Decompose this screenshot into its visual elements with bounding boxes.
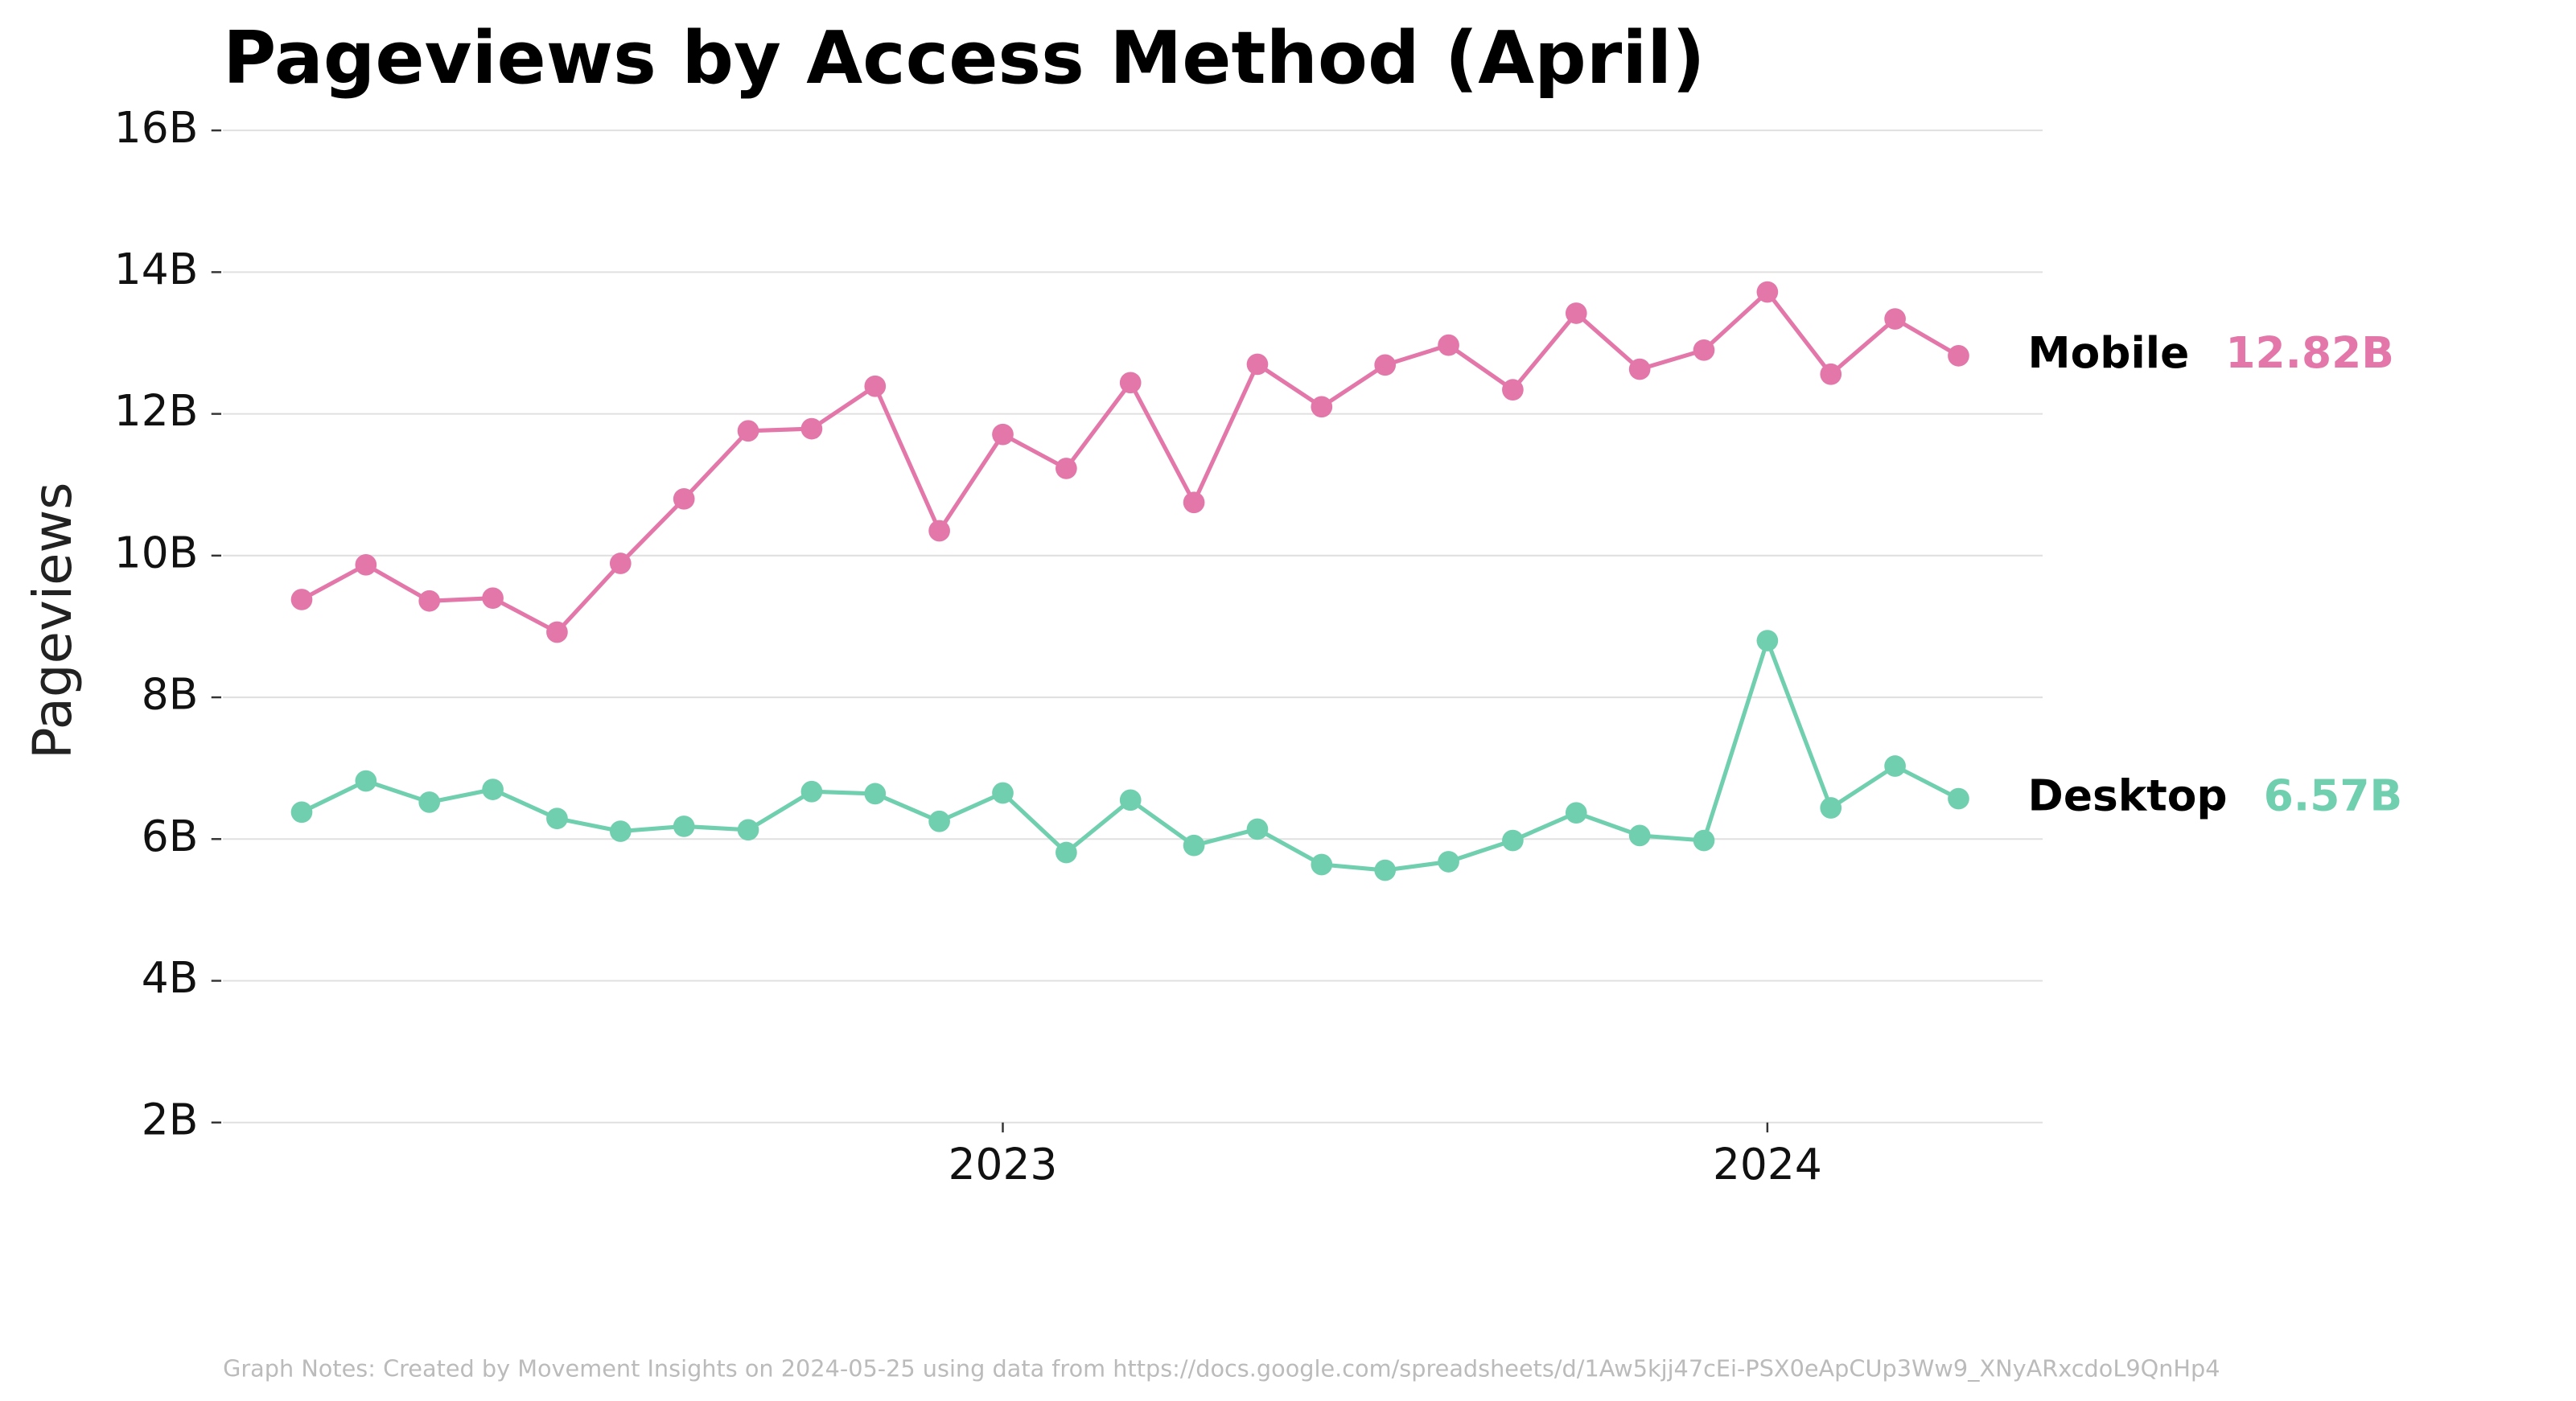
data-point xyxy=(737,420,759,442)
data-point xyxy=(482,779,504,800)
series-last-label: 12.82B xyxy=(2225,327,2393,378)
data-point xyxy=(673,487,695,510)
data-point xyxy=(482,587,504,610)
data-point xyxy=(673,816,695,837)
series-name: Mobile xyxy=(2028,327,2190,378)
data-point xyxy=(1565,802,1587,824)
chart-title: Pageviews by Access Method (April) xyxy=(223,16,1705,101)
y-tick-label: 2B xyxy=(142,1094,199,1144)
data-point xyxy=(1820,797,1842,819)
y-axis-label: Pageviews xyxy=(23,483,84,759)
data-point xyxy=(1056,841,1077,864)
data-point xyxy=(1502,379,1524,401)
data-point xyxy=(355,553,377,576)
data-point xyxy=(1756,630,1779,651)
data-point xyxy=(1246,353,1269,376)
series-last-label: 6.57B xyxy=(2264,770,2402,821)
data-point xyxy=(609,820,632,842)
data-point xyxy=(1119,372,1142,394)
data-point xyxy=(1183,491,1205,514)
data-point xyxy=(1311,396,1333,418)
data-point xyxy=(1374,859,1397,881)
data-point xyxy=(1438,334,1459,356)
data-point xyxy=(864,375,887,397)
data-point xyxy=(1183,834,1205,857)
x-tick-label: 2023 xyxy=(949,1139,1058,1189)
y-tick-label: 16B xyxy=(114,102,199,153)
data-point xyxy=(1948,345,1969,367)
data-point xyxy=(1311,853,1333,876)
data-point xyxy=(418,791,441,813)
data-point xyxy=(1628,358,1651,380)
data-point xyxy=(928,520,950,542)
data-point xyxy=(864,783,887,805)
data-point xyxy=(800,417,823,440)
series-name: Desktop xyxy=(2028,770,2228,821)
y-tick-label: 14B xyxy=(114,244,199,294)
data-point xyxy=(992,423,1014,446)
data-point xyxy=(355,770,377,792)
data-point xyxy=(290,801,313,824)
data-point xyxy=(1246,818,1269,840)
data-point xyxy=(290,589,313,610)
data-point xyxy=(1056,458,1077,479)
data-point xyxy=(1884,755,1906,777)
data-point xyxy=(1374,354,1397,376)
data-point xyxy=(1693,829,1715,852)
data-point xyxy=(928,810,950,832)
data-point xyxy=(1628,824,1651,847)
data-point xyxy=(1884,308,1906,330)
data-point xyxy=(992,782,1014,804)
y-tick-label: 8B xyxy=(142,669,199,720)
data-point xyxy=(1502,829,1524,852)
y-tick-label: 10B xyxy=(114,527,199,577)
data-point xyxy=(1119,789,1142,811)
y-tick-label: 6B xyxy=(142,811,199,861)
data-point xyxy=(546,621,568,643)
data-point xyxy=(609,553,632,574)
data-point xyxy=(1820,363,1842,385)
data-point xyxy=(1438,851,1459,873)
data-point xyxy=(418,590,441,612)
data-point xyxy=(1693,339,1715,361)
data-point xyxy=(737,819,759,841)
data-point xyxy=(1948,787,1969,810)
x-tick-label: 2024 xyxy=(1713,1139,1822,1189)
data-point xyxy=(1756,281,1779,303)
data-point xyxy=(1565,302,1587,324)
y-tick-label: 4B xyxy=(142,952,199,1003)
data-point xyxy=(800,780,823,803)
y-tick-label: 12B xyxy=(114,385,199,436)
footnote: Graph Notes: Created by Movement Insight… xyxy=(223,1355,2220,1383)
data-point xyxy=(546,807,568,830)
